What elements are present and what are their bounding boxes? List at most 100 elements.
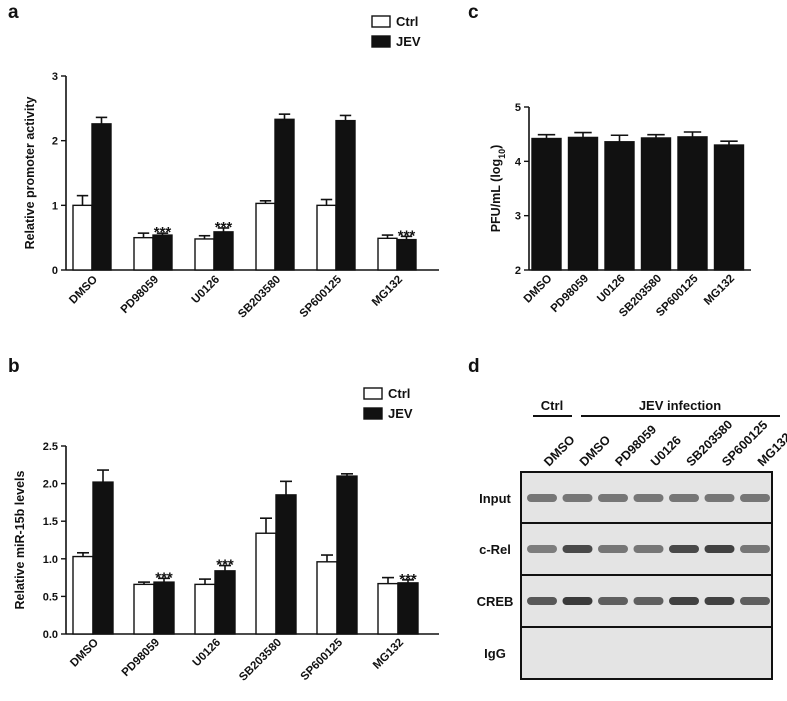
chart-c-y-tick-label: 3 xyxy=(515,211,521,223)
chart-b-legend-label: JEV xyxy=(388,406,413,421)
blot-row-label: c-Rel xyxy=(479,542,511,557)
chart-a-bar-jev-u0126 xyxy=(213,231,234,271)
chart-a-y-tick-label: 3 xyxy=(52,71,58,83)
chart-b-bar-jev-dmso xyxy=(92,481,114,635)
chart-b-category-label: DMSO xyxy=(68,637,101,670)
chart-b-bar-ctrl-sp600125 xyxy=(316,561,338,635)
chart-a-significance-label: *** xyxy=(215,219,233,236)
blot-strip xyxy=(520,626,773,680)
chart-c-bar-value-u0126 xyxy=(604,141,635,271)
blot-band xyxy=(598,545,628,553)
chart-a-legend-label: Ctrl xyxy=(396,14,418,29)
chart-a-bar-jev-pd98059 xyxy=(152,234,173,271)
chart-c-bar-value-sp600125 xyxy=(677,136,708,271)
blot-lane-label: U0126 xyxy=(648,433,684,469)
chart-c-y-axis-label: PFU/mL (log10) xyxy=(489,145,507,233)
chart-a-y-tick-label: 0 xyxy=(52,265,58,277)
blot-band xyxy=(527,545,557,553)
blot-band xyxy=(633,545,664,553)
chart-c-bar-value-mg132 xyxy=(713,144,745,271)
blot-band xyxy=(562,545,593,553)
blot-band xyxy=(704,494,735,502)
chart-a-bar-jev-dmso xyxy=(91,123,112,271)
chart-b-bar-ctrl-sb203580 xyxy=(255,532,277,635)
chart-c-y-axis-label-main: PFU/mL (log xyxy=(489,159,503,232)
blot-band xyxy=(669,545,699,553)
blot-band xyxy=(740,545,770,553)
chart-b-bar-jev-pd98059 xyxy=(153,581,175,635)
blot-band xyxy=(633,494,664,502)
chart-a-category-label: DMSO xyxy=(67,274,100,307)
chart-b-legend-swatch xyxy=(363,387,383,400)
chart-b-legend-label: Ctrl xyxy=(388,386,410,401)
chart-c-category-label: MG132 xyxy=(702,273,737,308)
blot-rows: Input c-Rel CREB IgG xyxy=(477,471,773,680)
blot-row-label: IgG xyxy=(484,646,506,661)
blot-band xyxy=(527,494,557,502)
blot-band xyxy=(562,494,593,502)
blot-lane-label: DMSO xyxy=(577,433,614,470)
chart-b-bar-jev-u0126 xyxy=(214,570,236,635)
chart-a-bar-jev-mg132 xyxy=(396,238,417,271)
chart-a-legend-swatch xyxy=(371,35,391,48)
chart-c-y-axis-label-end: ) xyxy=(489,145,503,149)
chart-b-bar-ctrl-u0126 xyxy=(194,583,216,635)
ctrl-group-label: Ctrl xyxy=(541,398,563,413)
blot-band xyxy=(527,597,557,605)
blot-band xyxy=(740,597,770,605)
blot-band xyxy=(562,597,593,605)
chart-c-bar-value-pd98059 xyxy=(567,136,599,271)
chart-a-category-label: PD98059 xyxy=(119,274,161,316)
chart-b-bar-ctrl-pd98059 xyxy=(133,583,155,635)
chart-a-bar-jev-sb203580 xyxy=(274,118,295,271)
chart-b-significance-label: *** xyxy=(216,557,234,574)
chart-b-category-label: MG132 xyxy=(371,637,406,672)
chart-a-y-axis-label: Relative promoter activity xyxy=(23,97,37,250)
chart-b-y-tick-label: 0.0 xyxy=(43,629,58,641)
blot-band xyxy=(704,597,735,605)
chart-b-bar-jev-sp600125 xyxy=(336,475,358,635)
chart-b-bar-ctrl-dmso xyxy=(72,555,94,635)
blot-band xyxy=(740,494,770,502)
chart-a-bar-ctrl-u0126 xyxy=(194,238,215,271)
panel-letter-d: d xyxy=(468,356,480,377)
blot-row-label: CREB xyxy=(477,594,514,609)
chart-c-bar-value-sb203580 xyxy=(640,137,672,271)
blot-lane-label: DMSO xyxy=(541,433,578,470)
chart-b-category-label: PD98059 xyxy=(120,637,162,679)
chart-a-legend-label: JEV xyxy=(396,34,421,49)
chart-a-category-label: SP600125 xyxy=(298,273,345,320)
chart-a-category-label: U0126 xyxy=(190,274,222,306)
blot-band xyxy=(598,494,628,502)
chart-a-bar-ctrl-sp600125 xyxy=(316,204,337,271)
blot-band xyxy=(704,545,735,553)
chart-b-bar-jev-sb203580 xyxy=(275,494,297,635)
chart-a-category-label: SB203580 xyxy=(236,274,283,321)
chart-c-y-tick-label: 5 xyxy=(515,102,521,114)
chart-a-bar-ctrl-sb203580 xyxy=(255,202,276,271)
chart-b-y-tick-label: 2.0 xyxy=(43,479,58,491)
chart-panel-b: 0.0 0.5 1.0 1.5 2.0 2.5 Relative miR-15b level… xyxy=(13,386,439,684)
chart-b-legend-swatch xyxy=(363,407,383,420)
chart-c-y-axis-label-sub: 10 xyxy=(497,149,507,159)
chart-a-bar-jev-sp600125 xyxy=(335,119,356,271)
blot-row-label: Input xyxy=(479,491,511,506)
blot-band xyxy=(633,597,664,605)
chart-panel-a: 0 1 2 3 Relative promoter activity DMSO PD9805… xyxy=(23,14,439,321)
chart-c-y-tick-label: 2 xyxy=(515,265,521,277)
chart-b-significance-label: *** xyxy=(399,571,417,588)
chart-a-bar-ctrl-mg132 xyxy=(377,237,398,271)
blot-band xyxy=(669,494,699,502)
chart-c-category-label: U0126 xyxy=(595,273,627,305)
chart-b-y-axis-label: Relative miR-15b levels xyxy=(13,470,27,609)
chart-a-significance-label: *** xyxy=(398,227,416,244)
chart-c-y-tick-label: 4 xyxy=(515,156,522,168)
panel-letter-c: c xyxy=(468,2,479,23)
chart-a-significance-label: *** xyxy=(154,224,172,241)
blot-band xyxy=(598,597,628,605)
chart-c-bar-value-dmso xyxy=(531,137,562,271)
